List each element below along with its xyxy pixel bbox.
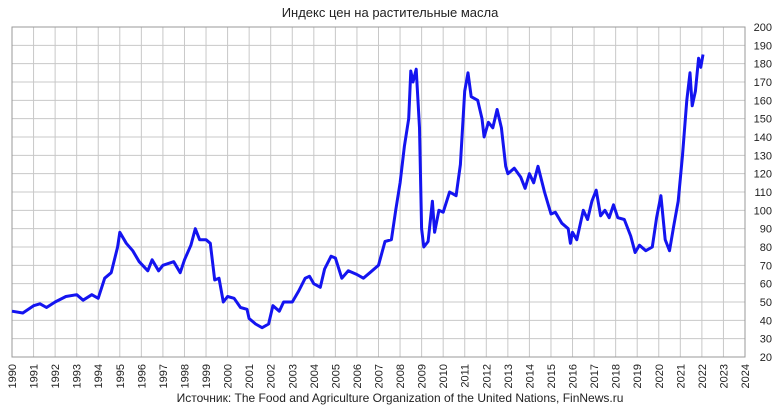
x-tick-label: 2004 <box>309 364 321 388</box>
x-tick-label: 1998 <box>179 364 191 388</box>
x-tick-label: 2013 <box>503 364 515 388</box>
x-tick-label: 2022 <box>697 364 709 388</box>
y-tick-label: 170 <box>754 77 772 89</box>
x-tick-label: 2015 <box>546 364 558 388</box>
x-tick-label: 2008 <box>395 364 407 388</box>
x-tick-label: 2003 <box>287 364 299 388</box>
y-tick-label: 120 <box>754 169 772 181</box>
x-tick-label: 1999 <box>201 364 213 388</box>
chart-title: Индекс цен на растительные масла <box>282 5 499 20</box>
x-tick-label: 2017 <box>589 364 601 388</box>
y-tick-label: 90 <box>760 224 772 236</box>
y-tick-label: 20 <box>760 352 772 364</box>
x-tick-label: 2016 <box>568 364 580 388</box>
x-tick-label: 2019 <box>632 364 644 388</box>
x-tick-label: 2000 <box>223 364 235 388</box>
y-tick-label: 80 <box>760 242 772 254</box>
x-tick-label: 2007 <box>374 364 386 388</box>
x-tick-label: 2021 <box>675 364 687 388</box>
x-tick-label: 2024 <box>740 364 752 388</box>
y-tick-label: 50 <box>760 297 772 309</box>
x-tick-label: 2023 <box>718 364 730 388</box>
x-tick-label: 1996 <box>136 364 148 388</box>
x-tick-label: 2001 <box>244 364 256 388</box>
y-tick-label: 40 <box>760 315 772 327</box>
x-tick-label: 1997 <box>158 364 170 388</box>
y-tick-label: 200 <box>754 22 772 34</box>
x-tick-label: 2018 <box>611 364 623 388</box>
x-tick-label: 1995 <box>115 364 127 388</box>
plot-frame <box>11 26 746 358</box>
x-tick-label: 2014 <box>524 364 536 388</box>
y-tick-label: 180 <box>754 59 772 71</box>
x-tick-label: 1990 <box>7 364 19 388</box>
y-tick-label: 160 <box>754 95 772 107</box>
x-tick-label: 2009 <box>417 364 429 388</box>
y-tick-label: 190 <box>754 40 772 52</box>
y-tick-label: 140 <box>754 132 772 144</box>
x-tick-label: 2002 <box>266 364 278 388</box>
data-line <box>11 54 705 330</box>
x-tick-label: 2020 <box>654 364 666 388</box>
x-tick-label: 1992 <box>50 364 62 388</box>
x-tick-label: 1994 <box>93 364 105 388</box>
x-tick-label: 2012 <box>481 364 493 388</box>
source-note: Источник: The Food and Agriculture Organ… <box>177 391 624 405</box>
y-tick-label: 100 <box>754 205 772 217</box>
y-tick-label: 130 <box>754 150 772 162</box>
y-tick-label: 70 <box>760 260 772 272</box>
y-tick-label: 110 <box>754 187 772 199</box>
x-tick-label: 2011 <box>460 364 472 388</box>
x-tick-label: 2010 <box>438 364 450 388</box>
y-tick-label: 60 <box>760 279 772 291</box>
x-tick-label: 1993 <box>72 364 84 388</box>
y-tick-label: 150 <box>754 114 772 126</box>
y-tick-label: 30 <box>760 334 772 346</box>
x-tick-label: 2005 <box>330 364 342 388</box>
x-tick-label: 1991 <box>29 364 41 388</box>
x-tick-label: 2006 <box>352 364 364 388</box>
